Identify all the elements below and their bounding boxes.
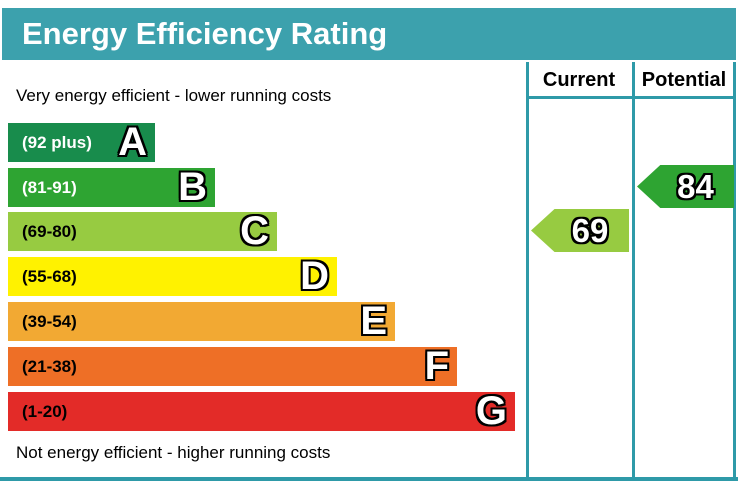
top-note: Very energy efficient - lower running co… (16, 86, 332, 105)
band-range-label: (69-80) (22, 222, 77, 241)
chart-title: Energy Efficiency Rating (22, 16, 388, 51)
band-letter: F (424, 344, 449, 388)
band-row-a: (92 plus) A (8, 120, 155, 164)
table-divider-right (733, 62, 736, 480)
column-header-potential: Potential (641, 69, 727, 91)
band-row-e: (39-54) E (8, 299, 395, 343)
band-range-label: (92 plus) (22, 133, 92, 152)
band-range-label: (39-54) (22, 312, 77, 331)
chart-title-bar: Energy Efficiency Rating (2, 8, 736, 60)
band-letter: G (475, 389, 507, 433)
current-rating-value: 69 (571, 212, 609, 249)
header-underline (526, 96, 736, 99)
band-range-label: (81-91) (22, 178, 77, 197)
band-row-g: (1-20) G (8, 389, 515, 433)
table-divider-left (526, 62, 529, 480)
column-header-current: Current (542, 69, 616, 91)
potential-rating-value: 84 (677, 168, 714, 205)
band-row-b: (81-91) B (8, 165, 215, 209)
band-range-label: (1-20) (22, 402, 68, 421)
band-row-c: (69-80) C (8, 209, 277, 253)
bottom-note: Not energy efficient - higher running co… (16, 443, 331, 462)
band-letter: E (360, 299, 387, 343)
band-row-d: (55-68) D (8, 254, 337, 298)
band-row-f: (21-38) F (8, 344, 457, 388)
potential-rating-arrow: 84 (637, 165, 734, 208)
band-letter: B (178, 165, 207, 209)
band-range-label: (55-68) (22, 267, 77, 286)
band-letter: C (240, 209, 269, 253)
band-range-label: (21-38) (22, 357, 77, 376)
band-letter: A (118, 120, 147, 164)
table-divider-middle (632, 62, 635, 480)
current-rating-arrow: 69 (531, 209, 629, 252)
chart-bottom-border (0, 477, 738, 481)
band-letter: D (300, 254, 329, 298)
